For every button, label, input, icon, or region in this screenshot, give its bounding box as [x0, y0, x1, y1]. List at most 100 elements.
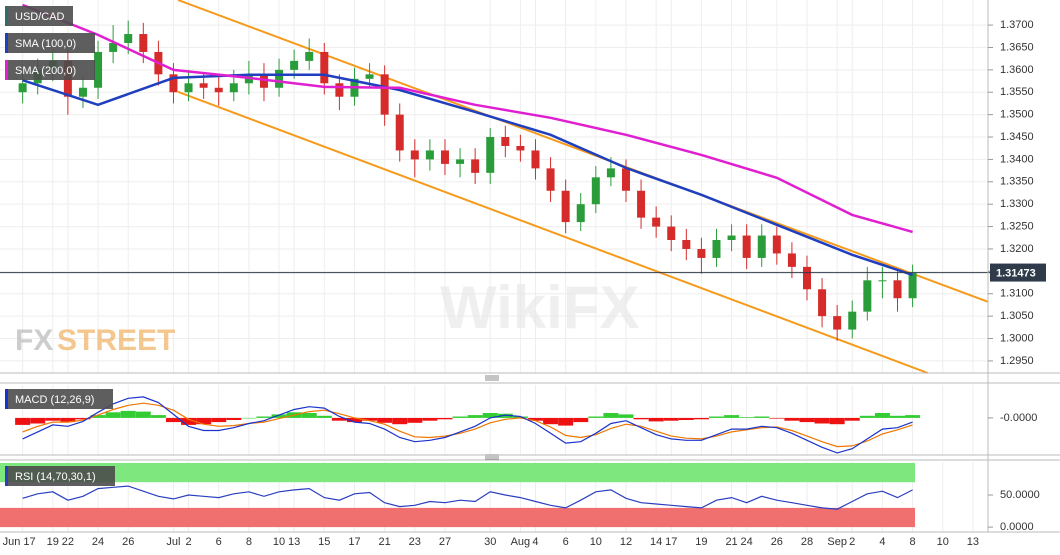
macd-histogram: [346, 417, 362, 423]
candle-body: [214, 87, 223, 93]
macd-histogram: [543, 417, 559, 425]
x-tick-label: 21: [379, 536, 391, 548]
x-tick-label: Jun 17: [3, 536, 36, 548]
trend-line: [177, 0, 989, 303]
candle-body: [410, 150, 419, 160]
candle-body: [139, 34, 148, 52]
candle-body: [440, 150, 449, 164]
candle-body: [802, 266, 811, 290]
macd-histogram: [150, 415, 166, 418]
macd-histogram: [859, 415, 875, 418]
x-tick-label: 4: [532, 536, 538, 548]
x-tick-label: 26: [771, 536, 783, 548]
x-tick-label: 10: [273, 536, 285, 548]
macd-histogram: [799, 417, 815, 423]
y-tick-label: 1.3450: [1000, 131, 1034, 143]
macd-histogram: [527, 417, 543, 421]
macd-histogram: [241, 417, 257, 419]
candle-body: [893, 280, 902, 299]
x-tick-label: 26: [122, 536, 134, 548]
legend-box[interactable]: [5, 466, 115, 486]
legend-label: MACD (12,26,9): [15, 394, 94, 406]
macd-histogram: [693, 417, 709, 420]
macd-histogram: [135, 411, 151, 418]
macd-histogram: [316, 415, 332, 418]
x-tick-label: 13: [967, 536, 979, 548]
rsi-line: [22, 485, 913, 510]
macd-histogram: [301, 413, 317, 418]
legend-box[interactable]: [5, 6, 73, 26]
macd-histogram: [467, 415, 483, 418]
overbought-band: [0, 462, 915, 483]
macd-histogram: [558, 417, 574, 426]
macd-histogram: [708, 416, 724, 418]
x-tick-label: 30: [484, 536, 496, 548]
resize-handle[interactable]: [485, 375, 499, 381]
x-tick-label: 10: [590, 536, 602, 548]
candle-body: [516, 145, 525, 151]
candle-body: [757, 235, 766, 258]
candle-body: [259, 74, 268, 88]
y-tick-label: -0.0000: [1000, 412, 1037, 424]
macd-histogram: [271, 414, 287, 418]
x-tick-label: Jul: [166, 536, 180, 548]
macd-histogram: [392, 417, 408, 425]
x-tick-label: 8: [246, 536, 252, 548]
resize-handle[interactable]: [485, 454, 499, 460]
y-tick-label: 1.3650: [1000, 41, 1034, 53]
macd-histogram: [75, 417, 91, 420]
macd-histogram: [784, 417, 800, 421]
legend-box[interactable]: [5, 33, 95, 53]
legend-swatch: [5, 33, 8, 53]
x-tick-label: 19: [695, 536, 707, 548]
macd-histogram: [196, 417, 212, 425]
legend-label: RSI (14,70,30,1): [15, 471, 96, 483]
macd-histogram: [482, 413, 498, 418]
watermark-street: STREET: [57, 324, 175, 357]
candle-body: [365, 74, 374, 79]
x-tick-label: 23: [409, 536, 421, 548]
y-tick-label: 50.0000: [1000, 489, 1040, 501]
x-tick-label: 6: [563, 536, 569, 548]
macd-histogram: [452, 416, 468, 418]
x-tick-label: 2: [185, 536, 191, 548]
candle-body: [425, 150, 434, 160]
trend-line: [177, 90, 929, 374]
legend: USD/CAD SMA (100,0) SMA (200,0) MACD (12…: [5, 6, 115, 486]
watermark-wikifx: WikiFX: [440, 274, 639, 341]
candle-body: [863, 280, 872, 312]
macd-histogram: [814, 417, 830, 424]
legend-box[interactable]: [5, 389, 113, 409]
candle-body: [94, 51, 103, 88]
y-tick-label: 1.3500: [1000, 109, 1034, 121]
macd-histogram: [45, 417, 61, 421]
legend-swatch: [5, 6, 8, 26]
macd-histogram: [844, 417, 860, 421]
macd-histogram: [165, 417, 181, 423]
candle-body: [169, 74, 178, 93]
macd-histogram: [678, 417, 694, 420]
legend-box[interactable]: [5, 60, 95, 80]
candle-body: [471, 159, 480, 173]
y-tick-label: 1.3350: [1000, 176, 1034, 188]
x-tick-label: 28: [801, 536, 813, 548]
macd-histogram: [724, 415, 740, 418]
candle-body: [546, 168, 555, 191]
candle-body: [818, 289, 827, 317]
candle-body: [199, 83, 208, 88]
candle-body: [606, 168, 615, 178]
y-tick-label: 1.3700: [1000, 19, 1034, 31]
candle-body: [878, 280, 887, 282]
legend-swatch: [5, 466, 8, 486]
candle-body: [637, 190, 646, 218]
y-tick-label: 1.3000: [1000, 332, 1034, 344]
y-tick-label: 1.3050: [1000, 310, 1034, 322]
candle-body: [652, 217, 661, 227]
candle-body: [727, 235, 736, 241]
legend-label: USD/CAD: [15, 11, 65, 23]
x-tick-label: 4: [879, 536, 885, 548]
x-tick-label: 6: [216, 536, 222, 548]
watermark-fx: FX: [15, 324, 53, 357]
macd-histogram: [739, 417, 755, 418]
y-tick-label: 0.0000: [1000, 521, 1034, 533]
